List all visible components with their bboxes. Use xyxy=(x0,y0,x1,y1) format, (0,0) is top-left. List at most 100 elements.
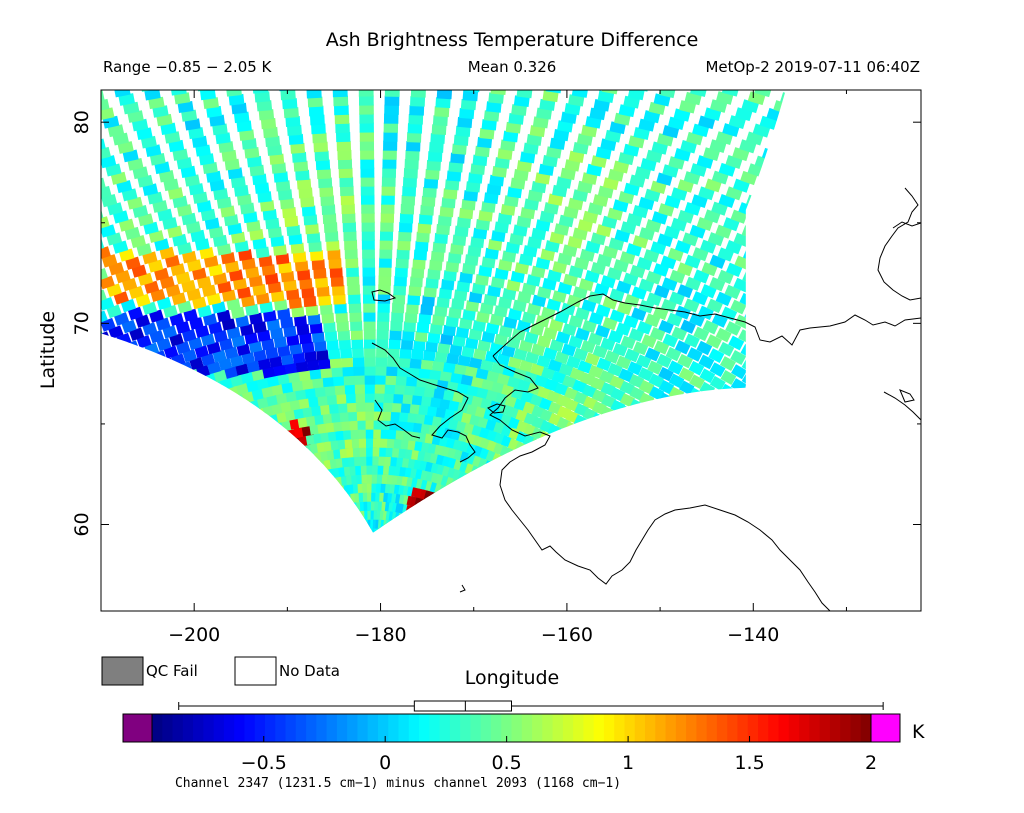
swath-cell xyxy=(557,281,573,295)
swath-cell xyxy=(567,197,584,211)
swath-cell xyxy=(168,139,185,153)
colorbar-segment xyxy=(860,714,872,742)
swath-cell xyxy=(221,149,237,162)
swath-cell xyxy=(698,186,715,201)
swath-cell xyxy=(669,291,685,306)
swath-cell xyxy=(337,149,352,161)
swath-cell xyxy=(720,370,737,385)
swath-cell xyxy=(236,120,252,132)
swath-cell xyxy=(365,410,377,421)
swath-cell xyxy=(255,246,270,259)
swath-cell xyxy=(390,320,403,332)
swath-cell xyxy=(262,208,278,221)
swath-cell xyxy=(686,131,704,146)
swath-cell xyxy=(658,203,675,217)
swath-cell xyxy=(632,235,649,249)
swath-cell xyxy=(333,104,349,116)
swath-cell xyxy=(456,216,472,229)
swath-cell xyxy=(555,331,571,345)
swath-cell xyxy=(678,367,695,382)
swath-cell xyxy=(544,240,560,253)
swath-cell xyxy=(526,274,541,287)
swath-cell xyxy=(261,385,275,398)
swath-cell xyxy=(491,381,505,394)
swath-cell xyxy=(172,233,188,247)
swath-cell xyxy=(618,104,636,118)
swath-cell xyxy=(562,375,577,389)
swath-cell xyxy=(450,372,464,384)
swath-cell xyxy=(520,207,536,220)
swath-cell xyxy=(253,321,267,334)
colorbar-segment xyxy=(542,714,554,742)
swath-cell xyxy=(177,100,194,114)
swath-cell xyxy=(279,198,295,210)
swath-cell xyxy=(101,185,112,200)
swath-cell xyxy=(664,195,681,209)
swath-cell xyxy=(527,236,542,249)
swath-cell xyxy=(200,333,216,347)
swath-cell xyxy=(601,90,619,95)
swath-cell xyxy=(346,401,359,413)
swath-cell xyxy=(112,210,129,224)
swath-cell xyxy=(273,171,289,183)
swath-cell xyxy=(181,279,196,293)
mean-text: Mean 0.326 xyxy=(468,58,557,76)
swath-cell xyxy=(360,185,375,196)
swath-cell xyxy=(602,177,619,191)
swath-cell xyxy=(535,219,551,232)
colorbar-segment xyxy=(799,714,810,742)
swath-cell xyxy=(342,221,357,233)
swath-cell xyxy=(227,223,243,235)
swath-cell xyxy=(558,214,574,228)
swath-cell xyxy=(575,307,590,321)
swath-cell xyxy=(169,333,184,347)
swath-cell xyxy=(618,191,635,205)
swath-cell xyxy=(264,273,279,285)
swath-cell xyxy=(208,226,224,239)
swath-cell xyxy=(602,296,618,310)
swath-cell xyxy=(653,263,669,277)
swath-cell xyxy=(423,177,439,189)
swath-cell xyxy=(594,283,610,297)
swath-cell xyxy=(657,233,674,248)
swath-cell xyxy=(295,169,310,181)
colorbar-segment xyxy=(501,714,513,742)
swath-cell xyxy=(402,186,417,197)
swath-cell xyxy=(526,133,543,146)
colorbar-under-swatch xyxy=(122,713,153,743)
swath-cell xyxy=(246,379,260,393)
swath-cell xyxy=(147,191,163,205)
swath-cell xyxy=(101,254,118,268)
swath-cell xyxy=(376,320,390,331)
swath-cell xyxy=(662,164,679,178)
swath-cell xyxy=(400,339,414,350)
swath-cell xyxy=(319,403,333,415)
swath-cell xyxy=(508,308,523,321)
swath-cell xyxy=(334,113,350,125)
swath-cell xyxy=(562,323,577,337)
swath-cell xyxy=(585,352,600,366)
swath-cell xyxy=(384,104,399,115)
swath-cell xyxy=(282,207,297,219)
coastline-arctic-islands xyxy=(892,221,921,229)
swath-cell xyxy=(298,187,313,199)
swath-cell xyxy=(212,272,228,285)
swath-cell xyxy=(162,325,178,339)
swath-cell xyxy=(241,352,256,365)
swath-cell xyxy=(518,339,534,353)
swath-cell xyxy=(175,341,191,355)
swath-cell xyxy=(501,250,517,263)
swath-cell xyxy=(587,332,603,346)
swath-cell xyxy=(218,357,233,371)
swath-cell xyxy=(284,362,298,375)
colorbar-segment xyxy=(182,714,194,742)
colorbar-segment xyxy=(552,714,564,742)
swath-cell xyxy=(101,107,115,121)
swath-cell xyxy=(421,295,435,307)
swath-cell xyxy=(162,217,178,230)
swath-cell xyxy=(101,296,115,311)
swath-cell xyxy=(106,232,123,246)
swath-cell xyxy=(486,183,502,196)
swath-cell xyxy=(236,343,251,356)
